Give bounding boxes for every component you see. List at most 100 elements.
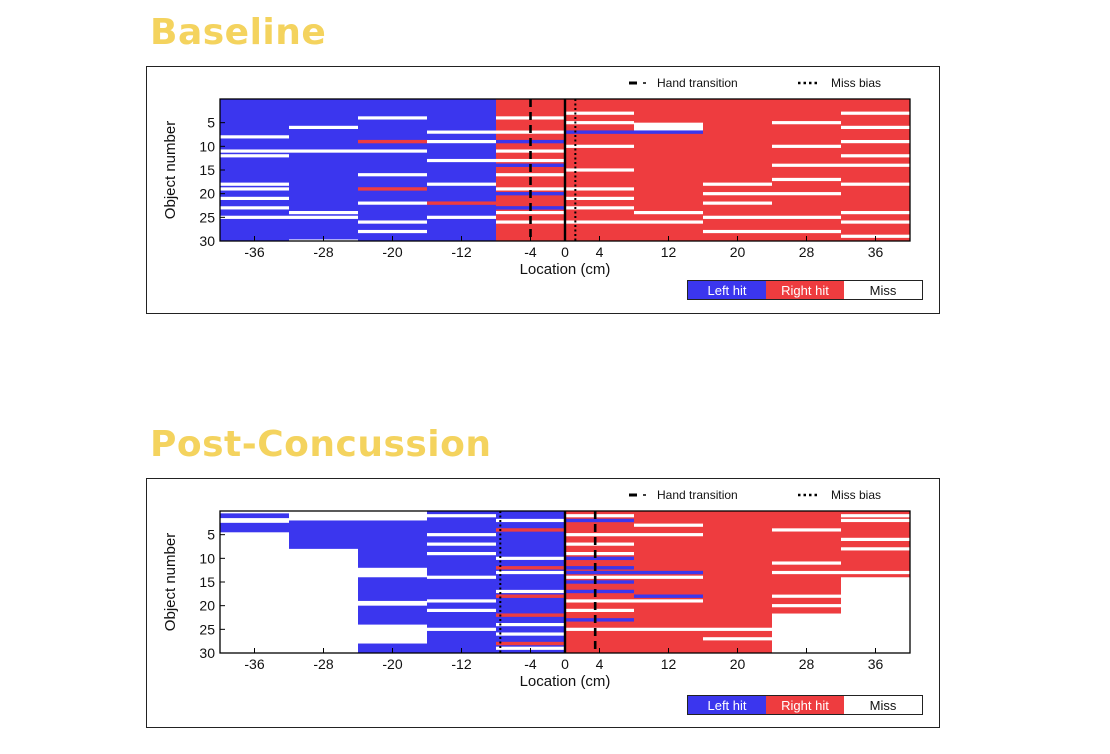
miss-trial (427, 158, 496, 163)
miss-trial (565, 599, 634, 603)
y-tick-label: 15 (199, 162, 215, 178)
y-axis-label: Object number (162, 533, 179, 631)
miss-trial (289, 211, 358, 215)
legend-miss: Miss (844, 281, 922, 299)
legend-right-hit: Right hit (766, 696, 844, 714)
hit-band (358, 577, 427, 601)
crossover-hit (358, 187, 427, 191)
post-concussion-chart: -36 -28 -20 -12 -4 0 4 12 20 28 36 5 10 15 20 25 30 Locat… (162, 488, 911, 690)
crossover-hit (496, 613, 565, 617)
y-tick-label: 10 (199, 550, 215, 566)
y-tick-label: 20 (199, 598, 215, 614)
miss-trial (841, 211, 910, 215)
miss-trial (703, 201, 772, 205)
miss-trial (772, 144, 841, 148)
legend-right-hit: Right hit (766, 281, 844, 299)
miss-trial (703, 229, 772, 234)
miss-trial (703, 637, 772, 641)
miss-trial (703, 215, 772, 219)
x-axis-label: Location (cm) (520, 261, 611, 278)
x-tick-label: 4 (596, 656, 604, 672)
miss-trial (772, 561, 841, 565)
miss-block (841, 577, 910, 653)
miss-trial (841, 125, 910, 129)
miss-trial (703, 192, 772, 196)
x-tick-label: 28 (799, 656, 815, 672)
miss-trial (496, 211, 565, 215)
hit-band (358, 520, 427, 568)
x-tick-label: -36 (244, 656, 264, 672)
miss-trial (220, 215, 289, 219)
x-tick-label: -36 (244, 244, 264, 260)
miss-trial (496, 187, 565, 191)
miss-trial (565, 542, 634, 546)
miss-block (772, 615, 841, 653)
miss-trial (496, 158, 565, 163)
column-fill (427, 99, 496, 241)
miss-trial (427, 627, 496, 631)
miss-trial (565, 187, 634, 191)
miss-trial (565, 514, 634, 518)
miss-trial (772, 215, 841, 219)
miss-trial (289, 215, 358, 219)
x-tick-label: -20 (382, 244, 402, 260)
y-tick-label: 30 (199, 233, 215, 249)
miss-trial (565, 627, 634, 631)
miss-trial (358, 201, 427, 205)
x-tick-label: 36 (868, 244, 884, 260)
miss-block (634, 122, 703, 133)
crossover-hit (634, 570, 703, 575)
miss-trial (427, 130, 496, 134)
crossover-hit (634, 130, 703, 134)
miss-trial (427, 140, 496, 144)
miss-trial (496, 570, 565, 575)
miss-trial (772, 604, 841, 608)
crossover-hit (496, 566, 565, 570)
y-tick-label: 5 (207, 527, 215, 543)
baseline-chart-panel: -36 -28 -20 -12 -4 0 4 12 20 28 36 5 10 15 20 25 30 Locat… (146, 66, 940, 314)
x-tick-label: -28 (313, 244, 333, 260)
miss-trial (772, 192, 841, 196)
baseline-chart: -36 -28 -20 -12 -4 0 4 12 20 28 36 5 10 15 20 25 30 Locat… (162, 76, 911, 278)
x-tick-label: 28 (799, 244, 815, 260)
miss-trial (427, 182, 496, 186)
hand-transition-legend-label: Hand transition (657, 76, 738, 90)
miss-trial (358, 229, 427, 234)
x-tick-label: 20 (730, 656, 746, 672)
miss-trial (427, 542, 496, 546)
y-tick-label: 15 (199, 574, 215, 590)
hit-band (220, 522, 289, 533)
miss-trial (841, 570, 910, 575)
x-tick-label: 0 (561, 244, 569, 260)
miss-trial (634, 533, 703, 537)
crossover-hit (565, 130, 634, 134)
post-concussion-outcome-legend: Left hit Right hit Miss (687, 695, 923, 715)
miss-trial (634, 523, 703, 527)
miss-trial (289, 125, 358, 129)
x-tick-label: 12 (661, 244, 677, 260)
miss-trial (358, 173, 427, 177)
x-tick-label: -20 (382, 656, 402, 672)
miss-trial (496, 556, 565, 560)
miss-trial (772, 121, 841, 125)
x-tick-label: 20 (730, 244, 746, 260)
miss-trial (565, 111, 634, 115)
legend-left-hit: Left hit (688, 281, 766, 299)
miss-trial (772, 177, 841, 182)
crossover-hit (634, 594, 703, 598)
x-tick-label: -4 (524, 244, 537, 260)
miss-trial (772, 528, 841, 532)
y-tick-label: 10 (199, 138, 215, 154)
miss-trial (220, 149, 289, 153)
crossover-hit (565, 518, 634, 523)
miss-trial (496, 518, 565, 523)
legend-miss: Miss (844, 696, 922, 714)
miss-trial (496, 589, 565, 594)
miss-trial (565, 121, 634, 125)
column-fill (220, 99, 289, 241)
baseline-outcome-legend: Left hit Right hit Miss (687, 280, 923, 300)
x-tick-label: 12 (661, 656, 677, 672)
crossover-hit (565, 580, 634, 584)
miss-trial (565, 220, 634, 224)
crossover-hit (565, 570, 634, 575)
